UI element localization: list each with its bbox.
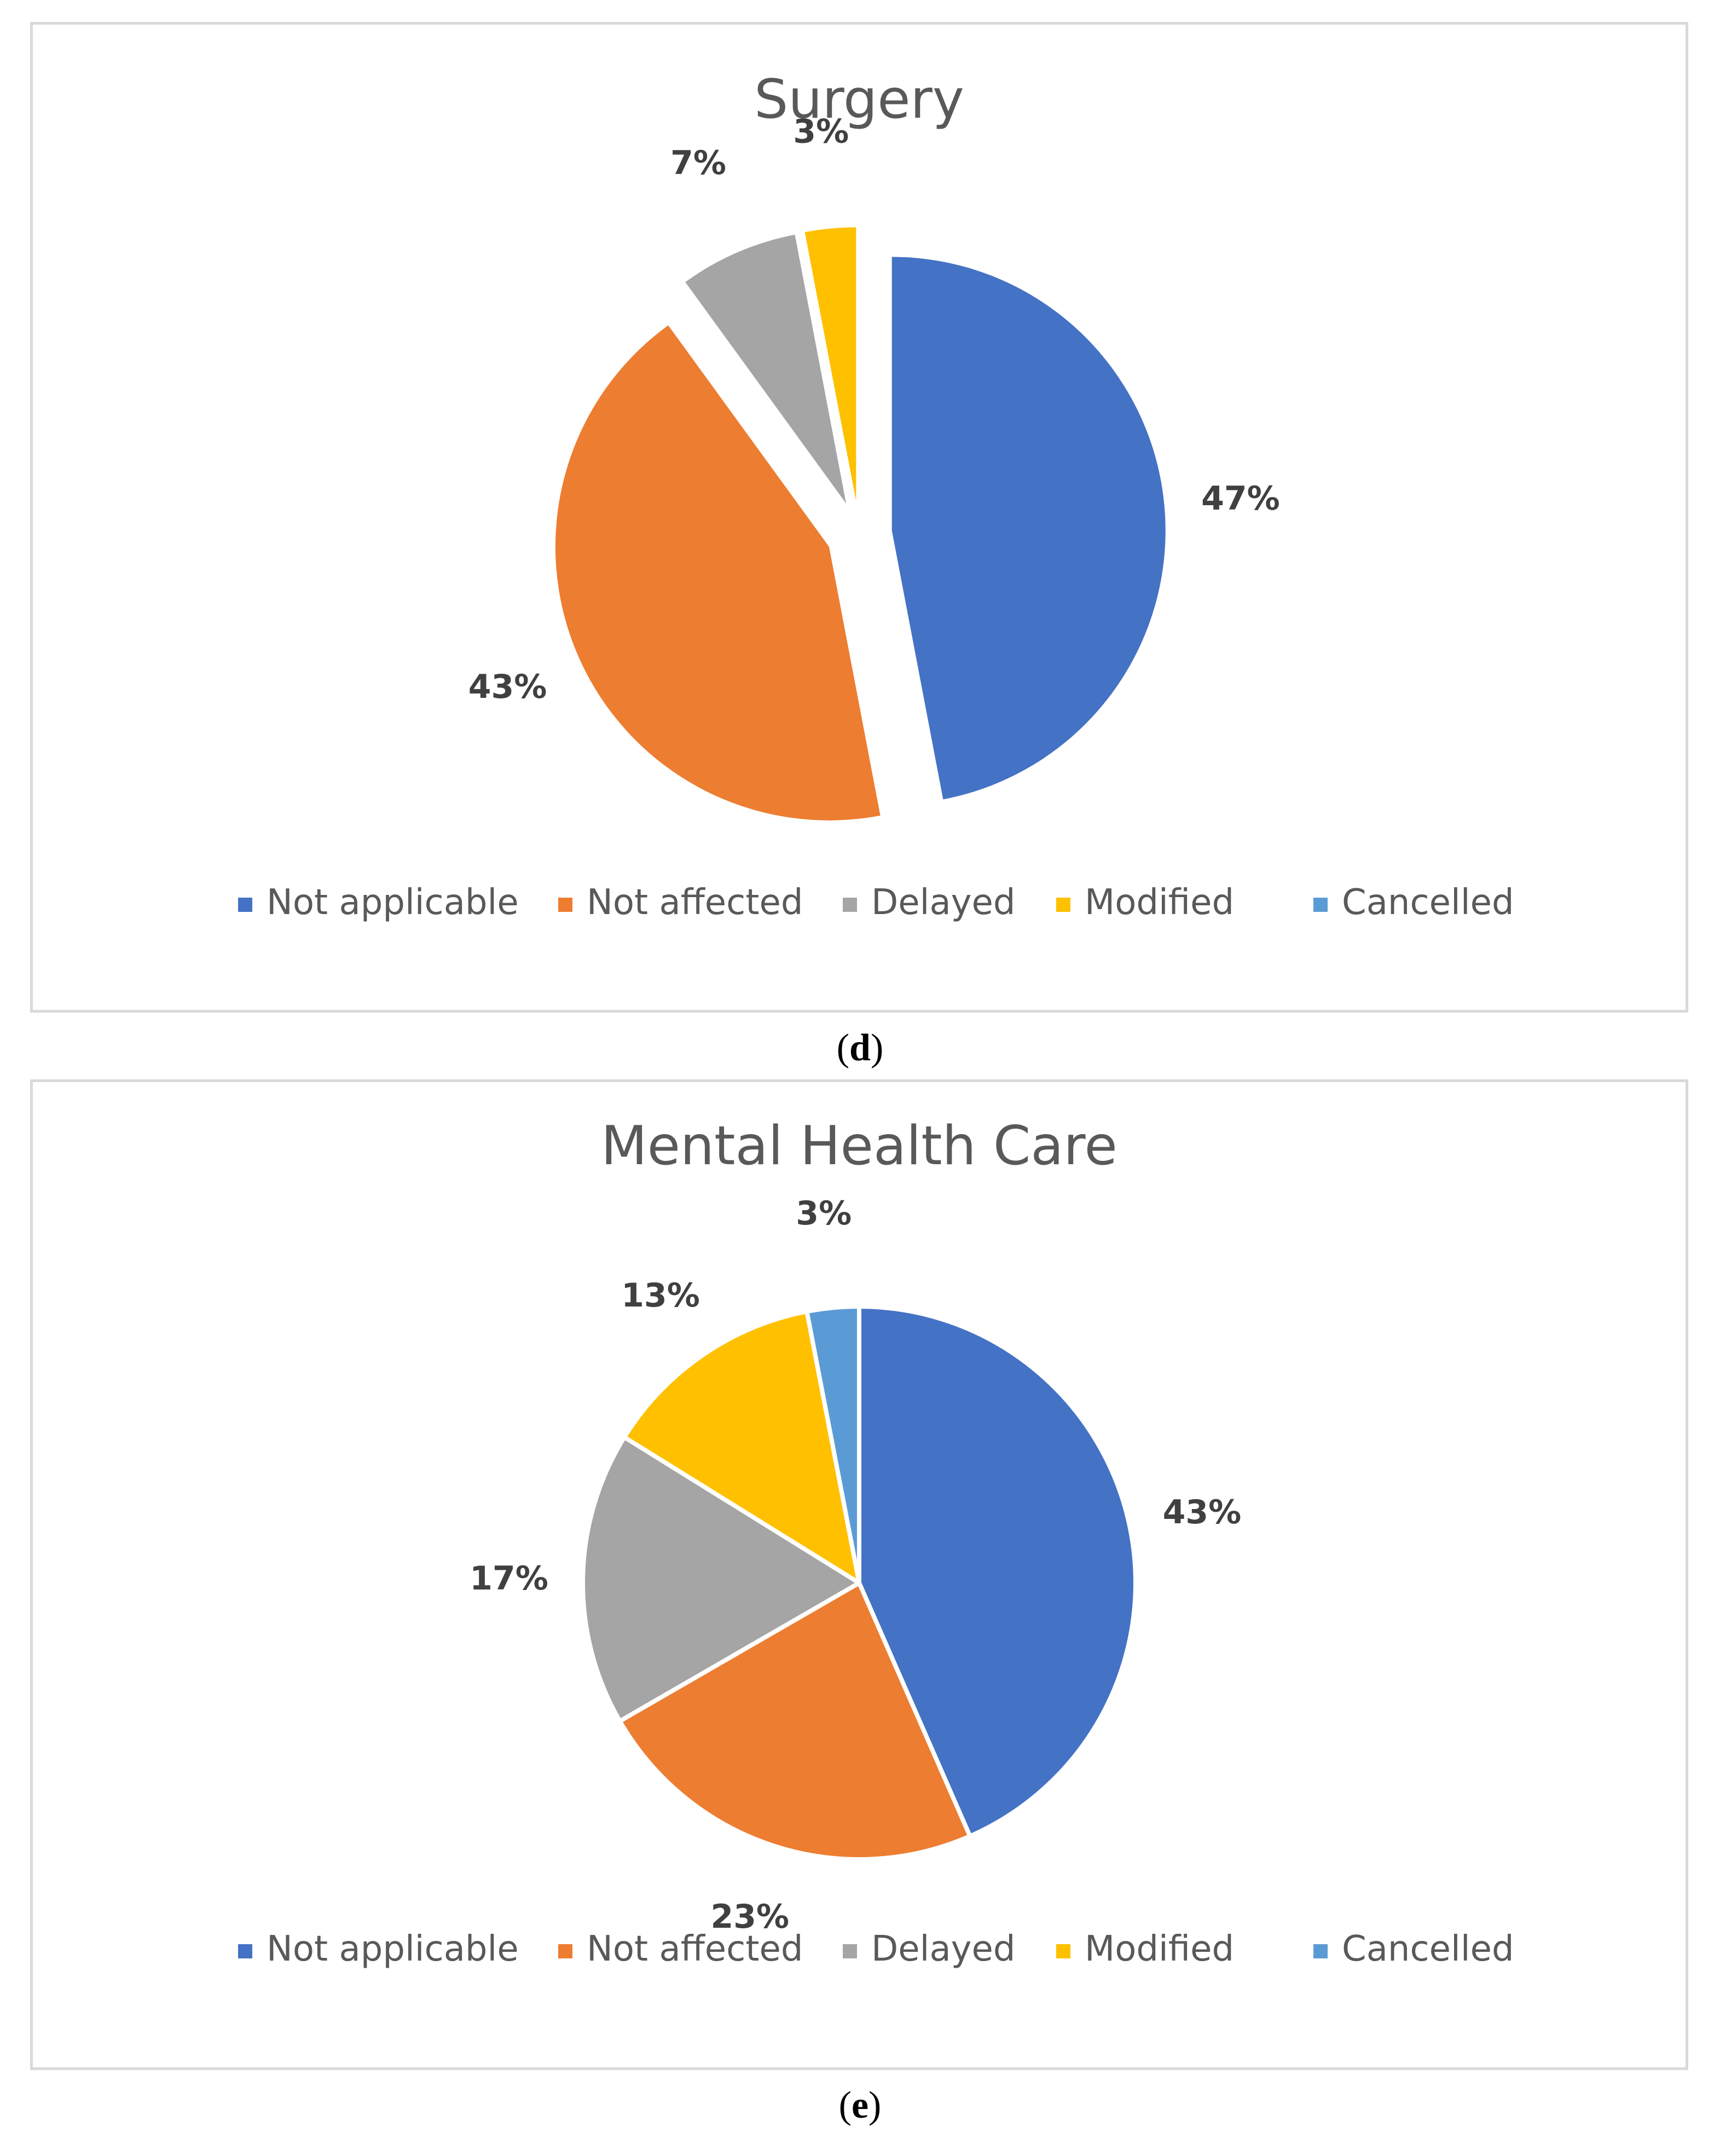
legend-swatch xyxy=(1056,1944,1070,1958)
legend-swatch xyxy=(1313,1944,1328,1958)
data-label-not-applicable: 43% xyxy=(1163,1493,1242,1531)
pie-chart-surgery: Surgery 47% 43% 7% 3% Not applicable Not aff… xyxy=(238,68,1514,923)
legend-item-cancelled: Cancelled xyxy=(1313,882,1514,923)
pie-slice-not-affected xyxy=(617,1581,972,1862)
pie-slice-delayed xyxy=(685,234,847,504)
data-label-delayed: 7% xyxy=(670,144,726,182)
data-label-modified: 13% xyxy=(621,1276,700,1315)
legend-swatch xyxy=(843,1944,857,1958)
pie-slice-modified xyxy=(804,227,856,501)
legend-swatch xyxy=(1313,898,1328,912)
legend-swatch xyxy=(238,898,252,912)
chart-panel-mental-health-care: Mental Health Care 43% 23% 17% 13% 3% Not ap… xyxy=(30,1079,1688,2070)
legend-label: Not applicable xyxy=(267,1929,519,1969)
legend-label: Cancelled xyxy=(1342,882,1514,923)
legend-swatch xyxy=(558,1944,572,1958)
pie-slices xyxy=(581,1304,1138,1862)
pie-slice-cancelled xyxy=(804,1304,861,1585)
data-label-cancelled: 3% xyxy=(796,1194,852,1233)
figure-caption-e: (e) xyxy=(838,2084,882,2126)
pie-slice-delayed xyxy=(581,1435,861,1724)
legend-item-delayed: Delayed xyxy=(843,882,1016,923)
legend-item-modified: Modified xyxy=(1056,882,1234,923)
legend: Not applicable Not affected Delayed Modifie… xyxy=(238,882,1514,923)
legend-label: Modified xyxy=(1085,1929,1234,1969)
legend-label: Delayed xyxy=(871,882,1016,923)
legend-item-not-applicable: Not applicable xyxy=(238,1929,519,1969)
legend: Not applicable Not affected Delayed Modifie… xyxy=(238,1929,1514,1969)
legend-item-cancelled: Cancelled xyxy=(1313,1929,1514,1969)
legend-item-modified: Modified xyxy=(1056,1929,1234,1969)
pie-slices xyxy=(555,227,1166,820)
chart-title: Mental Health Care xyxy=(601,1115,1117,1177)
chart-panel-surgery: Surgery 47% 43% 7% 3% Not applicable Not aff… xyxy=(30,22,1688,1013)
pie-chart-mental-health-care: Mental Health Care 43% 23% 17% 13% 3% Not ap… xyxy=(238,1115,1514,1969)
legend-item-not-affected: Not affected xyxy=(558,882,803,923)
legend-item-not-affected: Not affected xyxy=(558,1929,803,1969)
legend-label: Not affected xyxy=(587,1929,803,1969)
data-label-modified: 3% xyxy=(793,112,849,151)
legend-label: Delayed xyxy=(871,1929,1016,1969)
pie-slice-modified xyxy=(622,1309,861,1585)
legend-swatch xyxy=(238,1944,252,1958)
data-labels: 43% 23% 17% 13% 3% xyxy=(470,1194,1241,1936)
legend-label: Not applicable xyxy=(267,882,519,923)
legend-swatch xyxy=(1056,898,1070,912)
data-labels: 47% 43% 7% 3% xyxy=(468,112,1280,706)
pie-slice-not-applicable xyxy=(891,257,1166,800)
legend-label: Cancelled xyxy=(1342,1929,1514,1969)
legend-swatch xyxy=(843,898,857,912)
legend-swatch xyxy=(558,898,572,912)
data-label-not-applicable: 47% xyxy=(1201,479,1280,518)
figure-caption-d: (d) xyxy=(836,1027,884,1069)
legend-item-not-applicable: Not applicable xyxy=(238,882,519,923)
legend-label: Modified xyxy=(1085,882,1234,923)
data-label-delayed: 17% xyxy=(470,1559,548,1598)
data-label-not-affected: 23% xyxy=(710,1898,789,1936)
pie-slice-not-applicable xyxy=(857,1304,1138,1839)
legend-label: Not affected xyxy=(587,882,803,923)
pie-slice-not-affected xyxy=(555,325,881,820)
legend-item-delayed: Delayed xyxy=(843,1929,1016,1969)
data-label-not-affected: 43% xyxy=(468,668,547,706)
chart-title: Surgery xyxy=(754,68,964,131)
